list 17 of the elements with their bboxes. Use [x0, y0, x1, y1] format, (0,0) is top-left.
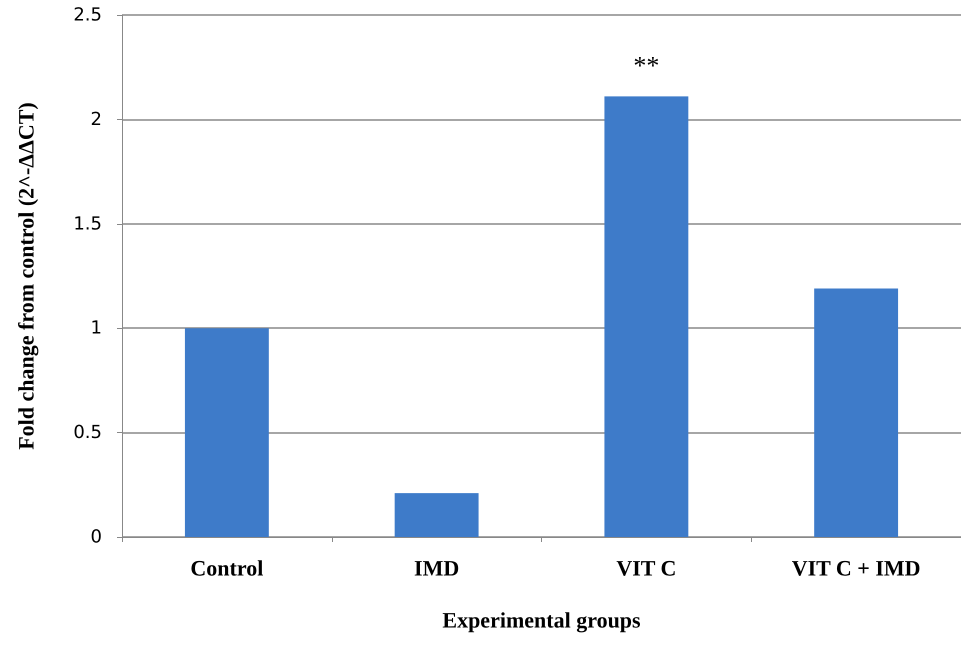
y-tick-label: 0.5 [73, 422, 102, 444]
x-tick-label: VIT C + IMD [792, 556, 921, 580]
y-axis-title: Fold change from control (2^-ΔΔCT) [14, 102, 38, 450]
y-tick-label: 0 [90, 526, 102, 548]
x-tick-label: VIT C [616, 556, 676, 580]
bar [394, 493, 479, 537]
y-tick-label: 2 [90, 108, 102, 130]
bar [184, 328, 269, 537]
bar [814, 288, 898, 537]
y-tick-label: 2.5 [73, 4, 102, 26]
bar [604, 96, 688, 537]
x-axis-title: Experimental groups [442, 608, 642, 632]
y-tick-label: 1.5 [73, 213, 102, 234]
x-tick-label: Control [190, 556, 264, 580]
annotation: ** [633, 50, 660, 80]
y-tick-label: 1 [90, 318, 102, 339]
x-tick-label: IMD [414, 556, 460, 580]
